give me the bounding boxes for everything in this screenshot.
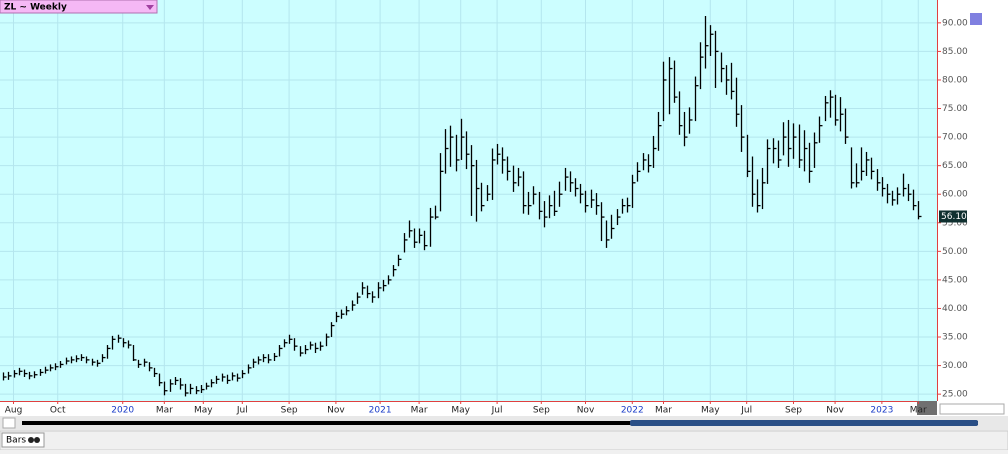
- x-tick-label: Jul: [236, 406, 248, 416]
- y-tick-label: 80.00: [942, 75, 968, 85]
- bars: [2, 15, 922, 397]
- x-tick-label: 2022: [621, 406, 644, 416]
- scroll-thumb[interactable]: [630, 420, 978, 426]
- scroll-left[interactable]: [2, 417, 16, 429]
- y-tick-label: 60.00: [942, 190, 968, 200]
- corner-button[interactable]: [970, 13, 982, 25]
- x-tick-label: Sep: [281, 406, 298, 416]
- x-tick-label: Oct: [50, 406, 66, 416]
- x-tick-label: 2020: [111, 406, 134, 416]
- tab-icon: [28, 437, 34, 443]
- y-tick-label: 25.00: [942, 390, 968, 400]
- dropdown-arrow[interactable]: [146, 5, 154, 10]
- x-tick-label: 2023: [870, 406, 893, 416]
- tab-icon: [34, 437, 40, 443]
- grid: [0, 0, 937, 401]
- last-price-box: [939, 210, 967, 223]
- y-tick-label: 30.00: [942, 361, 968, 371]
- x-tick-label: May: [451, 406, 470, 416]
- x-tick-label: Aug: [5, 406, 23, 416]
- tab-label: Bars: [6, 436, 26, 446]
- x-tick-label: Mar: [156, 406, 173, 416]
- x-tick-label: Nov: [327, 406, 345, 416]
- x-tick-label: 2021: [369, 406, 392, 416]
- y-tick-label: 70.00: [942, 133, 968, 143]
- scroll-track: [22, 421, 978, 425]
- y-tick-label: 75.00: [942, 104, 968, 114]
- x-tick-label: Mar: [910, 406, 927, 416]
- x-tick-label: Nov: [577, 406, 595, 416]
- x-tick-label: Sep: [785, 406, 802, 416]
- tab[interactable]: [1, 432, 45, 448]
- y-tick-label: 55.00: [942, 218, 968, 228]
- y-tick-label: 50.00: [942, 247, 968, 257]
- y-tick-label: 90.00: [942, 18, 968, 28]
- toolbar-buttons[interactable]: [939, 403, 1005, 415]
- last-price-label: 56.10: [941, 212, 967, 222]
- x-tick-label: Mar: [655, 406, 672, 416]
- x-tick-label: May: [701, 406, 720, 416]
- x-tick-label: Mar: [411, 406, 428, 416]
- x-tick-label: Sep: [533, 406, 550, 416]
- x-tick-label: Nov: [826, 406, 844, 416]
- y-tick-label: 35.00: [942, 333, 968, 343]
- symbol-title: ZL ~ Weekly: [4, 3, 67, 13]
- plot-area: [0, 0, 937, 401]
- y-tick-label: 85.00: [942, 47, 968, 57]
- bottom-bar: [0, 430, 1008, 451]
- y-tick-label: 40.00: [942, 304, 968, 314]
- x-tick-label: Jul: [740, 406, 752, 416]
- symbol-box[interactable]: [0, 0, 158, 14]
- x-tick-label: Jul: [491, 406, 503, 416]
- y-tick-label: 65.00: [942, 161, 968, 171]
- y-tick-label: 45.00: [942, 275, 968, 285]
- range-marker: [917, 401, 937, 415]
- x-tick-label: May: [194, 406, 213, 416]
